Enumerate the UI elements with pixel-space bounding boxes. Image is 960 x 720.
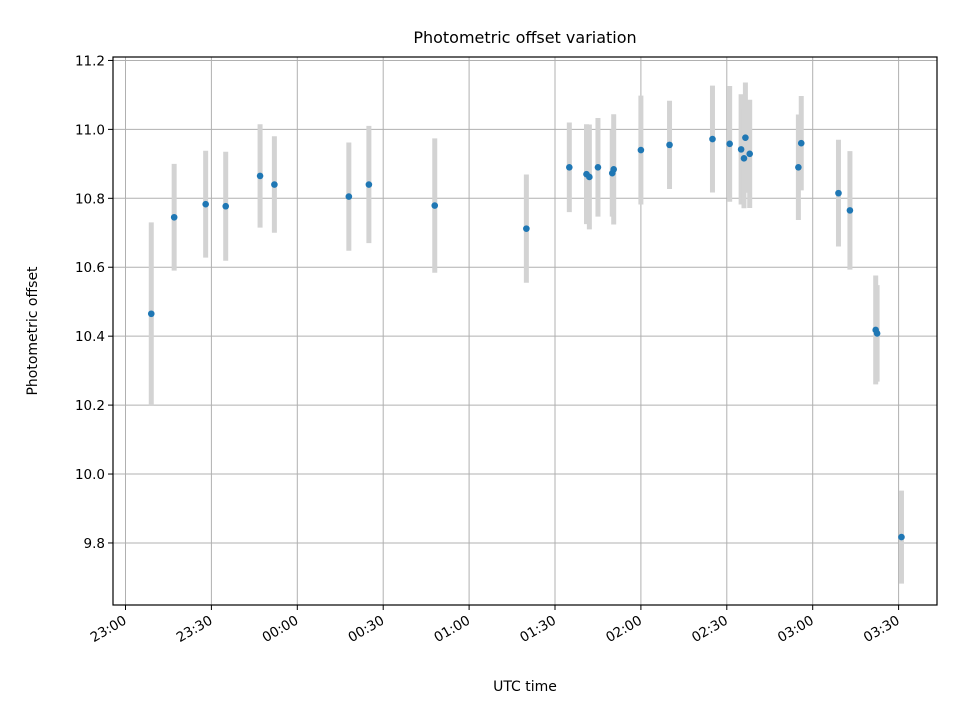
- data-point: [835, 189, 842, 197]
- data-point: [795, 163, 802, 171]
- data-point: [345, 193, 353, 200]
- data-point: [742, 134, 749, 141]
- y-tick-label: 10.6: [75, 260, 105, 276]
- data-point: [846, 207, 854, 214]
- y-tick-label: 10.2: [75, 398, 105, 414]
- data-point: [566, 163, 573, 171]
- grid: [113, 57, 937, 605]
- y-axis-label: Photometric offset: [25, 266, 41, 396]
- data-point: [202, 200, 209, 208]
- data-points: [147, 134, 905, 541]
- data-point: [523, 225, 530, 232]
- data-point: [898, 533, 905, 541]
- data-point: [147, 310, 155, 318]
- data-point: [586, 173, 593, 181]
- data-point: [170, 213, 178, 221]
- data-point: [222, 202, 230, 210]
- y-tick-label: 9.8: [84, 536, 105, 552]
- data-point: [726, 140, 733, 148]
- data-point: [737, 146, 745, 153]
- x-axis-label: UTC time: [493, 679, 557, 695]
- data-point: [746, 150, 754, 158]
- data-point: [797, 139, 805, 147]
- data-point: [431, 202, 439, 209]
- y-tick-label: 10.4: [75, 329, 105, 345]
- data-point: [594, 163, 602, 171]
- y-tick-label: 10.8: [75, 191, 105, 207]
- data-point: [271, 181, 278, 188]
- y-axis-ticks: 9.8 10.0 10.2 10.4 10.6 10.8 11.0 11.2: [75, 53, 113, 552]
- y-tick-label: 11.2: [75, 53, 105, 69]
- y-tick-label: 11.0: [75, 122, 105, 138]
- y-tick-label: 10.0: [75, 467, 105, 483]
- data-point: [666, 141, 673, 149]
- data-point: [740, 155, 748, 162]
- data-point: [709, 135, 716, 143]
- data-point: [256, 172, 264, 180]
- data-point: [610, 166, 617, 173]
- data-point: [873, 330, 881, 337]
- data-point: [365, 181, 373, 188]
- plot-frame: [112, 56, 938, 606]
- data-point: [637, 146, 645, 154]
- chart-title: Photometric offset variation: [413, 28, 636, 47]
